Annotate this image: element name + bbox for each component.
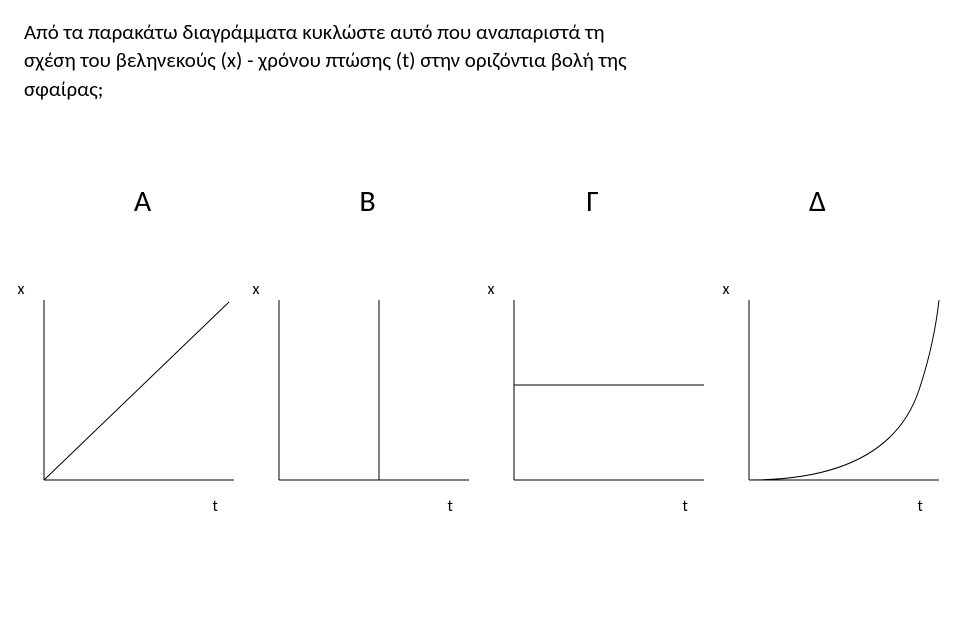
chart-b-svg [269, 290, 479, 490]
chart-b: x t [253, 280, 473, 510]
chart-labels-row: Α Β Γ Δ [0, 183, 960, 220]
label-gamma: Γ [493, 183, 693, 220]
y-axis-label: x [253, 280, 260, 299]
x-axis-label: t [918, 497, 923, 516]
y-axis-label: x [18, 280, 25, 299]
charts-row: x t x t x t x t [0, 280, 960, 510]
x-axis-label: t [683, 497, 688, 516]
x-axis-label: t [448, 497, 453, 516]
y-axis-label: x [723, 280, 730, 299]
chart-a: x t [18, 280, 238, 510]
label-delta: Δ [718, 183, 918, 220]
question-line1: Από τα παρακάτω διαγράμματα κυκλώστε αυτ… [24, 19, 605, 45]
label-beta: Β [268, 183, 468, 220]
x-axis-label: t [213, 497, 218, 516]
chart-g-svg [504, 290, 714, 490]
chart-d: x t [723, 280, 943, 510]
question-line2: σχέση του βεληνεκούς (x) - χρόνου πτώσης… [24, 47, 627, 73]
chart-a-curve [44, 302, 229, 480]
chart-d-svg [739, 290, 949, 490]
question-line3: σφαίρας; [24, 76, 103, 102]
chart-a-svg [34, 290, 244, 490]
chart-g: x t [488, 280, 708, 510]
question-text: Από τα παρακάτω διαγράμματα κυκλώστε αυτ… [0, 0, 960, 103]
y-axis-label: x [488, 280, 495, 299]
chart-d-curve [749, 300, 939, 480]
label-alpha: Α [43, 183, 243, 220]
